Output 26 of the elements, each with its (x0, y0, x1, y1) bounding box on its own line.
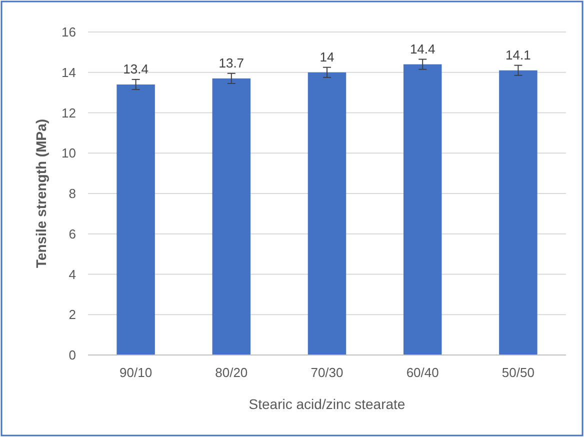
bar (212, 78, 251, 355)
y-tick-label: 0 (68, 348, 76, 363)
y-tick-label: 12 (62, 105, 76, 120)
x-tick-label: 50/50 (502, 365, 534, 380)
x-tick-label: 80/20 (215, 365, 248, 380)
x-axis-title: Stearic acid/zinc stearate (248, 396, 406, 412)
data-label: 14.1 (506, 47, 531, 62)
data-label: 13.4 (123, 61, 148, 76)
x-tick-label: 60/40 (406, 365, 439, 380)
bar (403, 64, 442, 355)
y-axis-title: Tensile strength (MPa) (33, 118, 49, 268)
bar (499, 70, 538, 355)
y-tick-label: 10 (62, 146, 76, 161)
y-tick-label: 6 (68, 226, 76, 242)
bar (308, 72, 346, 355)
data-label: 14.4 (410, 41, 436, 56)
y-tick-label: 2 (68, 307, 76, 322)
y-tick-label: 14 (62, 64, 76, 80)
x-tick-label: 70/30 (310, 365, 344, 380)
data-label: 13.7 (218, 55, 244, 70)
y-tick-label: 8 (68, 186, 76, 202)
y-tick-label: 16 (62, 24, 76, 40)
data-label: 14 (320, 49, 334, 64)
y-tick-label: 4 (68, 266, 76, 282)
bar (116, 84, 155, 355)
x-tick-label: 90/10 (120, 365, 152, 380)
